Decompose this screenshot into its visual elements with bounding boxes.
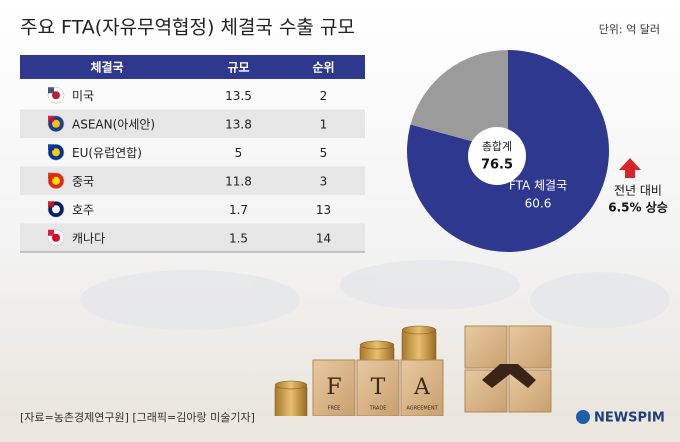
block-letter: A	[413, 375, 431, 400]
annotation-line: 전년 대비	[614, 184, 662, 198]
title: 주요 FTA(자유무역협정) 체결국 수출 규모	[20, 17, 355, 39]
total-value: 76.5	[481, 158, 513, 173]
header-cell: 체결국	[90, 60, 123, 75]
row-bg	[20, 109, 365, 138]
pie-slice	[410, 50, 508, 151]
cell: 5	[320, 146, 328, 160]
handshake-icon	[482, 364, 536, 388]
cell: 13.5	[225, 89, 252, 103]
cell: 1.7	[229, 203, 248, 217]
world-map	[80, 260, 670, 330]
flag-detail	[48, 229, 54, 236]
block-caption: FREE	[328, 406, 341, 412]
slice-value: 60.6	[525, 197, 552, 211]
cell: 2	[320, 89, 328, 103]
cell: 13	[316, 203, 331, 217]
cell: 5	[235, 146, 243, 160]
annotation-line: 6.5% 상승	[608, 200, 668, 215]
block-caption: TRADE	[369, 406, 387, 412]
flag-detail	[48, 201, 54, 208]
up-arrow	[619, 158, 641, 178]
cell: 1	[320, 117, 328, 131]
cell: 13.8	[225, 117, 252, 131]
center-circle	[468, 127, 526, 185]
logo-icon	[576, 410, 590, 424]
flag-detail	[48, 144, 54, 151]
cell: 미국	[72, 89, 94, 103]
flag-detail	[48, 87, 54, 94]
total-label: 총합계	[482, 140, 512, 153]
header-cell: 순위	[312, 61, 334, 75]
header-cell: 규모	[227, 61, 249, 75]
cell: 3	[320, 174, 328, 188]
cell: 호주	[72, 203, 94, 217]
flag-detail	[48, 172, 54, 179]
cell: 14	[316, 231, 331, 245]
block-letter: F	[326, 375, 341, 400]
source: [자료=농촌경제연구원] [그래픽=김아랑 미술기자]	[20, 411, 255, 424]
cell: 11.8	[225, 174, 252, 188]
block-letter: T	[371, 375, 386, 400]
block-caption: AGREEMENT	[406, 406, 438, 412]
cell: 1.5	[229, 231, 248, 245]
change-annotation: 전년 대비 6.5% 상승	[608, 158, 668, 215]
unit: 단위: 억 달러	[599, 23, 660, 36]
cell: EU(유럽연합)	[72, 146, 142, 160]
cell: 중국	[72, 174, 94, 188]
photo: F T A FREE TRADE AGREEMENT	[0, 325, 680, 442]
slice-label: FTA 체결국	[509, 179, 567, 193]
cell: ASEAN(아세안)	[72, 117, 155, 131]
table-header-bg	[20, 55, 365, 79]
pie-chart: 총합계 76.5 FTA 체결국 60.6	[407, 50, 609, 253]
row-bg	[20, 166, 365, 195]
flag-detail	[48, 115, 54, 122]
logo: NEWSPIM	[594, 411, 665, 426]
row-bg	[20, 223, 365, 252]
cell: 캐나다	[72, 231, 105, 245]
